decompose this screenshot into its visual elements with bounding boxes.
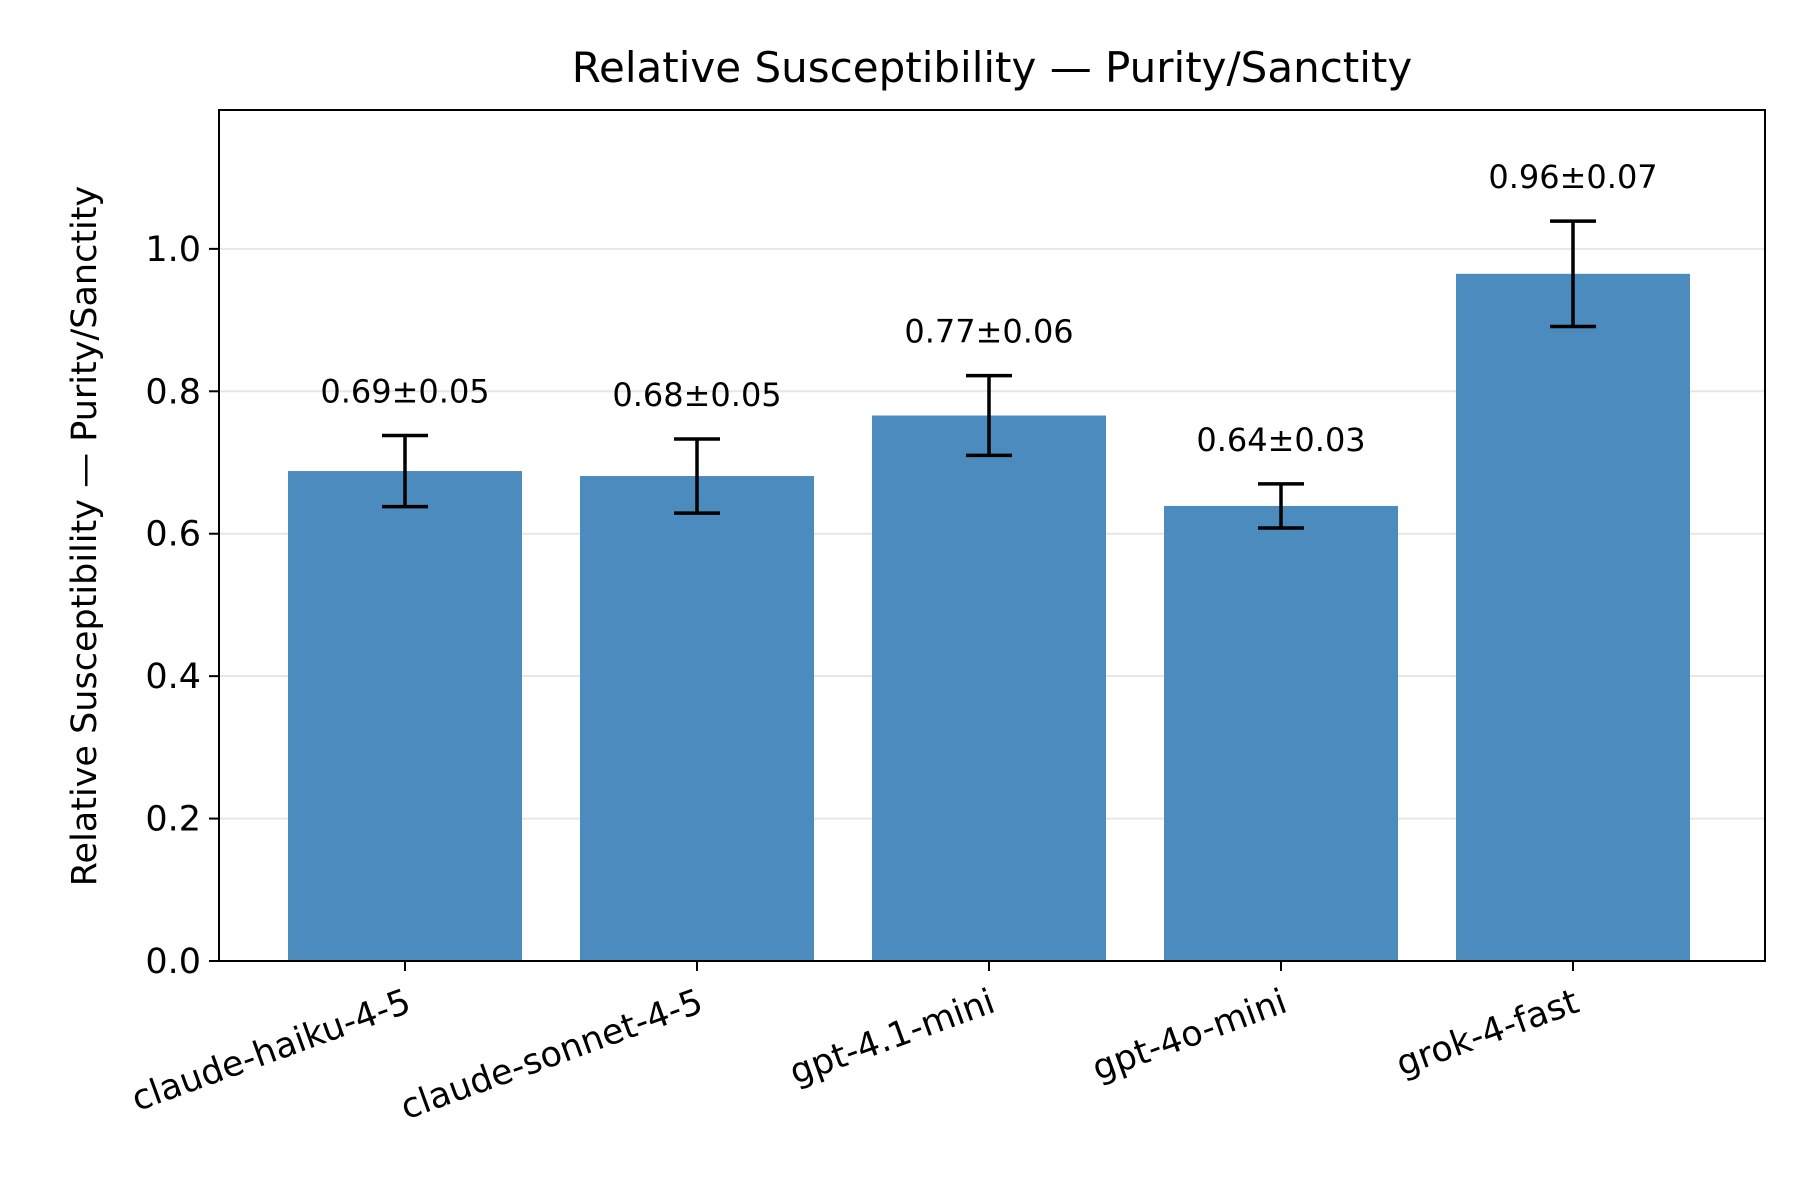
data-label-gpt-4o-mini: 0.64±0.03 [1196, 421, 1365, 459]
bar-gpt-4.1-mini [872, 415, 1106, 961]
error-bar-claude-sonnet-4-5 [674, 437, 720, 515]
data-label-claude-sonnet-4-5: 0.68±0.05 [612, 376, 781, 414]
error-bar-grok-4-fast [1550, 219, 1596, 329]
y-tick-label: 0.0 [145, 942, 201, 982]
bars-layer [288, 273, 1690, 962]
y-tick-label: 1.0 [145, 230, 201, 270]
y-axis-label: Relative Susceptibility — Purity/Sanctit… [65, 186, 105, 886]
y-tick-label: 0.2 [145, 800, 201, 840]
y-tick-label: 0.4 [145, 657, 201, 697]
data-label-grok-4-fast: 0.96±0.07 [1488, 158, 1657, 196]
chart-title: Relative Susceptibility — Purity/Sanctit… [572, 43, 1413, 92]
error-bar-gpt-4o-mini [1258, 482, 1304, 530]
y-axis: 0.0 0.2 0.4 0.6 0.8 1.0 [145, 230, 219, 982]
bar-grok-4-fast [1456, 273, 1690, 962]
error-bar-claude-haiku-4-5 [382, 433, 428, 509]
plot-frame [218, 109, 1766, 962]
y-tick-label: 0.6 [145, 515, 201, 555]
error-bars-layer [382, 219, 1596, 530]
bar-gpt-4o-mini [1164, 505, 1398, 961]
data-label-gpt-4.1-mini: 0.77±0.06 [904, 313, 1073, 351]
x-tick-label-gpt-4.1-mini: gpt-4.1-mini [785, 982, 1001, 1093]
x-tick-label-claude-sonnet-4-5: claude-sonnet-4-5 [396, 982, 709, 1128]
data-label-claude-haiku-4-5: 0.69±0.05 [320, 372, 489, 410]
x-tick-label-gpt-4o-mini: gpt-4o-mini [1087, 982, 1292, 1089]
x-tick-label-grok-4-fast: grok-4-fast [1391, 982, 1584, 1085]
x-tick-label-claude-haiku-4-5: claude-haiku-4-5 [127, 982, 416, 1120]
data-labels-layer: 0.69±0.05 0.68±0.05 0.77±0.06 0.64±0.03 0.96… [320, 158, 1657, 459]
bar-claude-haiku-4-5 [288, 471, 522, 961]
bar-claude-sonnet-4-5 [580, 476, 814, 961]
error-bar-gpt-4.1-mini [966, 373, 1012, 458]
y-tick-label: 0.8 [145, 372, 201, 412]
